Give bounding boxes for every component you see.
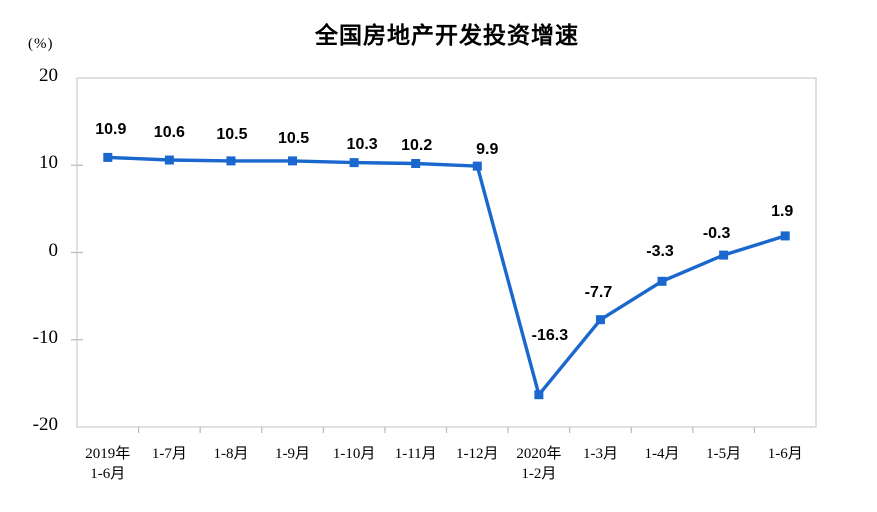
- data-point-label: 1.9: [771, 202, 794, 220]
- x-category-label: 1-3月: [552, 444, 648, 464]
- x-category-label-line: 1-7月: [151, 446, 187, 462]
- y-tick-label: -10: [32, 326, 58, 348]
- x-category-label: 1-12月: [429, 444, 525, 464]
- data-point-label: 10.2: [401, 136, 433, 154]
- y-tick-label: -20: [32, 414, 58, 435]
- x-category-label-line: 1-6月: [767, 446, 803, 462]
- line-marker: [534, 390, 544, 400]
- data-point-label: -3.3: [646, 243, 674, 261]
- x-category-label: 1-10月: [306, 444, 402, 464]
- x-category-label: 1-5月: [676, 444, 772, 464]
- x-category-label: 1-8月: [183, 444, 279, 464]
- data-point-label: -7.7: [584, 283, 613, 301]
- y-tick-label: 0: [48, 239, 59, 261]
- y-tick-label: 20: [39, 65, 58, 86]
- x-category-label-line: 1-5月: [706, 446, 742, 462]
- x-category-label: 2020年 1-2月: [491, 444, 587, 484]
- x-category-label-line: 1-8月: [213, 446, 249, 462]
- x-category-label: 1-9月: [245, 444, 341, 464]
- x-category-label-line: 1-2月: [521, 466, 557, 482]
- line-marker: [595, 315, 605, 325]
- data-point-label: 10.9: [95, 121, 127, 139]
- chart-title: 全国房地产开发投资增速: [315, 22, 579, 48]
- data-point-label: 9.9: [476, 141, 499, 159]
- x-category-label-line: 2020年: [516, 446, 562, 462]
- data-point-label: -16.3: [531, 326, 569, 344]
- x-category-label: 2019年 1-6月: [60, 444, 156, 484]
- line-marker: [349, 158, 359, 168]
- x-category-label-line: 1-11月: [394, 446, 437, 462]
- line-marker: [411, 159, 421, 169]
- x-category-label: 1-7月: [121, 444, 217, 464]
- x-category-label-line: 1-12月: [456, 446, 499, 462]
- line-marker: [164, 155, 174, 165]
- data-point-label: 10.5: [216, 125, 248, 143]
- x-category-label-line: 1-3月: [582, 446, 618, 462]
- line-marker: [780, 231, 790, 241]
- line-marker: [103, 152, 113, 162]
- data-point-label: 10.5: [277, 129, 310, 147]
- x-category-label-line: 1-9月: [275, 446, 311, 462]
- line-marker: [226, 156, 236, 166]
- line-marker: [288, 156, 298, 166]
- data-point-label: -0.3: [702, 225, 731, 243]
- y-axis-unit-label: (%): [28, 36, 54, 52]
- line-marker: [657, 276, 667, 286]
- line-marker: [472, 161, 482, 171]
- trend-line: [107, 155, 786, 399]
- line-marker: [719, 250, 729, 260]
- data-point-label: 10.3: [346, 135, 378, 153]
- x-category-label-line: 1-10月: [332, 446, 376, 462]
- x-category-label: 1-4月: [614, 444, 710, 464]
- x-category-label-line: 1-4月: [644, 446, 680, 462]
- y-tick-label: 10: [39, 152, 58, 174]
- x-category-label-line: 1-6月: [90, 466, 126, 482]
- x-category-label-line: 2019年: [85, 446, 131, 462]
- x-category-label: 1-6月: [737, 444, 833, 464]
- x-category-label: 1-11月: [368, 444, 464, 464]
- data-point-label: 10.6: [153, 124, 185, 141]
